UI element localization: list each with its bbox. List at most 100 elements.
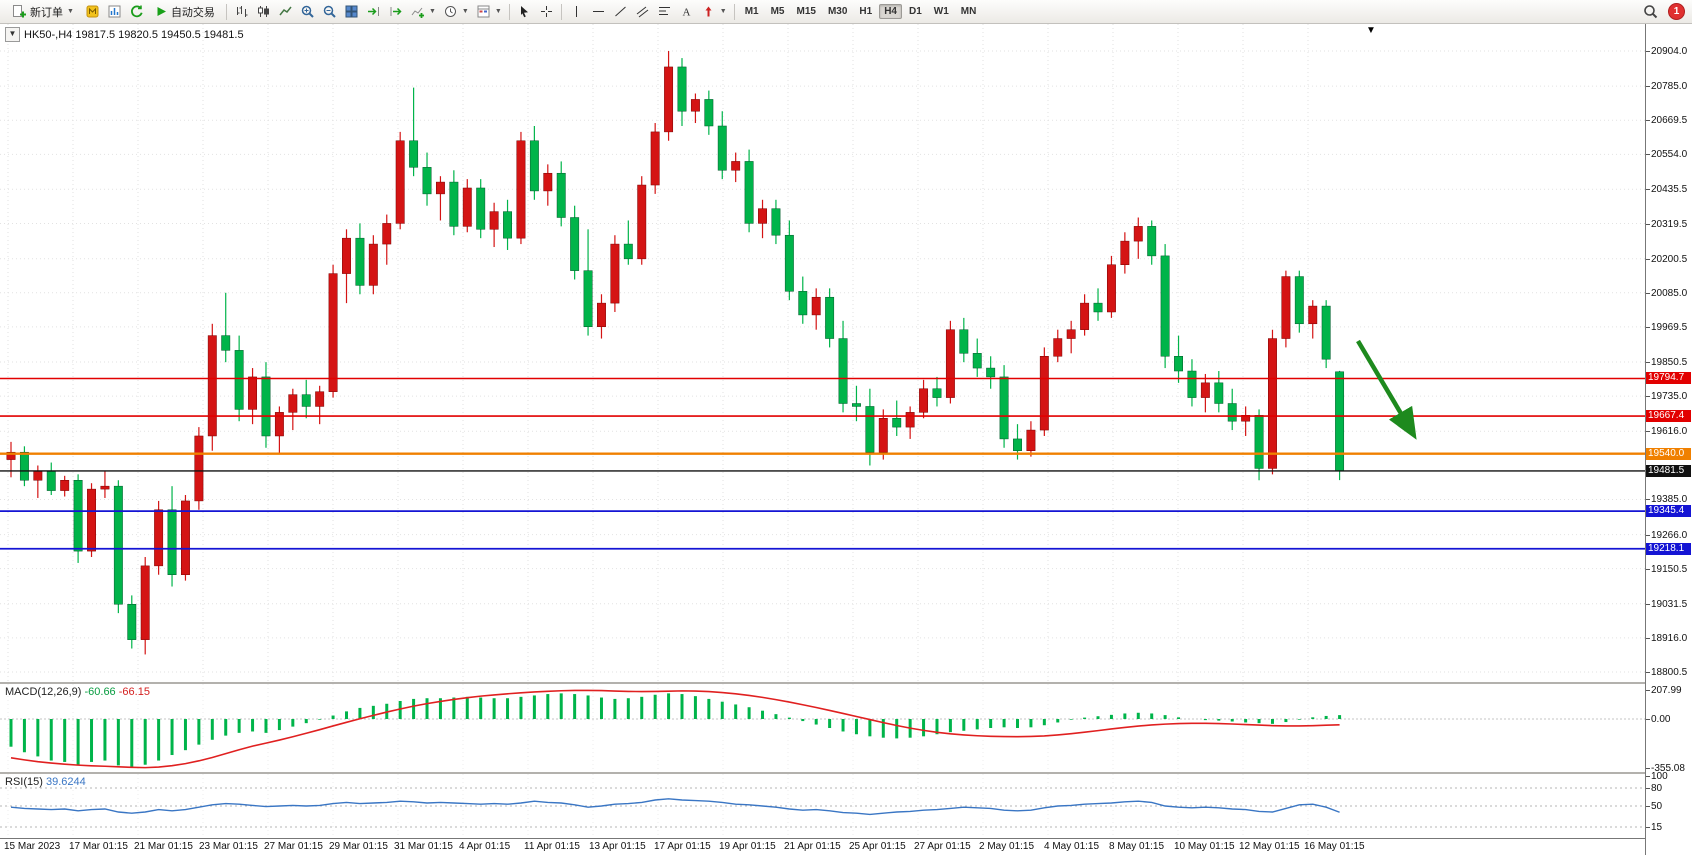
chart-title: ▼ HK50-,H4 19817.5 19820.5 19450.5 19481… bbox=[5, 27, 244, 42]
chart-shift-button[interactable] bbox=[385, 2, 406, 22]
time-axis-label: 31 Mar 01:15 bbox=[394, 841, 453, 852]
timeframe-d1-button[interactable]: D1 bbox=[909, 6, 922, 17]
chevron-down-icon: ▼ bbox=[719, 8, 727, 15]
new-order-button[interactable]: 新订单 ▼ bbox=[5, 2, 81, 22]
fibonacci-button[interactable] bbox=[654, 2, 675, 22]
timeframe-m15-button[interactable]: M15 bbox=[796, 6, 816, 17]
search-button[interactable] bbox=[1640, 2, 1662, 22]
timeframe-w1-button[interactable]: W1 bbox=[933, 6, 949, 17]
notification-badge[interactable]: 1 bbox=[1668, 3, 1685, 20]
tile-windows-icon bbox=[345, 5, 358, 18]
toolbar-separator bbox=[560, 3, 562, 20]
channel-icon bbox=[636, 6, 649, 18]
svg-text:A: A bbox=[682, 7, 690, 19]
clock-icon bbox=[444, 6, 456, 17]
axis-tick-label: 15 bbox=[1645, 822, 1663, 833]
time-axis-label: 27 Apr 01:15 bbox=[914, 841, 971, 852]
channel-button[interactable] bbox=[632, 2, 653, 22]
zoom-in-button[interactable] bbox=[297, 2, 318, 22]
crosshair-icon bbox=[540, 6, 552, 17]
rsi-label: RSI(15) 39.6244 bbox=[5, 776, 86, 788]
price-chart-canvas[interactable] bbox=[0, 24, 1645, 682]
axis-tick-label: 20435.5 bbox=[1645, 184, 1688, 196]
price-axis[interactable]: 20904.0 20785.0 20669.5 20554.0 20435.5 20319… bbox=[1645, 24, 1692, 855]
text-icon: A bbox=[682, 7, 690, 19]
autotrading-button[interactable]: 自动交易 bbox=[148, 2, 222, 22]
price-level-label[interactable]: 19794.7 bbox=[1646, 372, 1691, 385]
chevron-down-icon: ▼ bbox=[461, 8, 469, 15]
chart-shift-icon bbox=[390, 7, 402, 16]
timeframe-mn-button[interactable]: MN bbox=[960, 6, 977, 17]
time-axis-label: 23 Mar 01:15 bbox=[199, 841, 258, 852]
vertical-line-button[interactable] bbox=[566, 2, 587, 22]
timeframe-m1-button[interactable]: M1 bbox=[744, 6, 759, 17]
market-watch-button[interactable] bbox=[104, 2, 125, 22]
axis-tick-label: 19266.0 bbox=[1645, 529, 1688, 541]
timeframe-h4-button[interactable]: H4 bbox=[879, 4, 902, 19]
text-button[interactable]: A bbox=[676, 2, 697, 22]
cursor-button[interactable] bbox=[514, 2, 535, 22]
bar-chart-button[interactable] bbox=[231, 2, 252, 22]
horizontal-line-icon bbox=[592, 11, 604, 12]
cursor-icon bbox=[520, 6, 528, 18]
time-axis[interactable]: 15 Mar 2023 17 Mar 01:15 21 Mar 01:15 23 Ma… bbox=[0, 838, 1645, 855]
metaeditor-button[interactable] bbox=[82, 2, 103, 22]
quotes-icon bbox=[108, 5, 121, 18]
chart-window: ▼ HK50-,H4 19817.5 19820.5 19450.5 19481… bbox=[0, 24, 1692, 855]
tile-windows-button[interactable] bbox=[341, 2, 362, 22]
axis-tick-label: 19031.5 bbox=[1645, 598, 1688, 610]
one-click-trading-arrow[interactable]: ▼ bbox=[5, 27, 20, 42]
macd-canvas[interactable] bbox=[0, 684, 1645, 772]
price-level-label[interactable]: 19667.4 bbox=[1646, 410, 1691, 423]
axis-tick-label: 18916.0 bbox=[1645, 632, 1688, 644]
scroll-to-end-icon[interactable]: ▼ bbox=[1366, 25, 1376, 36]
price-level-label[interactable]: 19540.0 bbox=[1646, 447, 1691, 460]
rsi-canvas[interactable] bbox=[0, 774, 1645, 838]
vertical-line-icon bbox=[575, 6, 577, 17]
axis-tick-label: 19850.5 bbox=[1645, 357, 1688, 369]
arrow-tools-button[interactable]: ▼ bbox=[698, 2, 730, 22]
templates-button[interactable]: ▼ bbox=[473, 2, 505, 22]
price-panel[interactable]: ▼ HK50-,H4 19817.5 19820.5 19450.5 19481… bbox=[0, 24, 1645, 682]
time-axis-label: 21 Mar 01:15 bbox=[134, 841, 193, 852]
new-order-label: 新订单 bbox=[30, 6, 63, 19]
timeframe-m5-button[interactable]: M5 bbox=[770, 6, 785, 17]
axis-tick-label: 19385.0 bbox=[1645, 494, 1688, 506]
price-level-label[interactable]: 19345.4 bbox=[1646, 505, 1691, 518]
periods-button[interactable]: ▼ bbox=[440, 2, 472, 22]
price-level-label[interactable]: 19218.1 bbox=[1646, 542, 1691, 555]
editor-icon bbox=[86, 5, 99, 18]
zoom-out-button[interactable] bbox=[319, 2, 340, 22]
chevron-down-icon: ▼ bbox=[428, 8, 436, 15]
line-chart-button[interactable] bbox=[275, 2, 296, 22]
axis-tick-label: 20085.0 bbox=[1645, 287, 1688, 299]
line-chart-icon bbox=[279, 6, 292, 16]
refresh-button[interactable] bbox=[126, 2, 147, 22]
time-axis-label: 8 May 01:15 bbox=[1109, 841, 1165, 852]
price-level-label[interactable]: 19481.5 bbox=[1646, 464, 1691, 477]
new-order-icon bbox=[13, 5, 26, 18]
time-axis-label: 15 Mar 2023 bbox=[4, 841, 61, 852]
crosshair-button[interactable] bbox=[536, 2, 557, 22]
indicators-button[interactable]: ▼ bbox=[407, 2, 439, 22]
rsi-panel[interactable]: RSI(15) 39.6244 bbox=[0, 772, 1645, 838]
auto-scroll-button[interactable] bbox=[363, 2, 384, 22]
macd-main-value: -60.66 bbox=[84, 686, 116, 698]
toolbar-separator bbox=[225, 3, 227, 20]
time-axis-label: 25 Apr 01:15 bbox=[849, 841, 906, 852]
axis-tick-label: 20319.5 bbox=[1645, 218, 1688, 230]
candlestick-icon bbox=[257, 6, 269, 17]
macd-panel[interactable]: MACD(12,26,9) -60.66 -66.15 bbox=[0, 682, 1645, 772]
time-axis-label: 21 Apr 01:15 bbox=[784, 841, 841, 852]
axis-tick-label: 20669.5 bbox=[1645, 115, 1688, 127]
timeframe-h1-button[interactable]: H1 bbox=[859, 6, 873, 17]
time-axis-label: 19 Apr 01:15 bbox=[719, 841, 776, 852]
rsi-value: 39.6244 bbox=[45, 776, 86, 788]
arrow-tools-icon bbox=[705, 6, 712, 17]
trendline-button[interactable] bbox=[610, 2, 631, 22]
axis-tick-label: 50 bbox=[1645, 801, 1663, 812]
horizontal-line-button[interactable] bbox=[588, 2, 609, 22]
fibonacci-icon bbox=[658, 7, 670, 15]
candlestick-chart-button[interactable] bbox=[253, 2, 274, 22]
timeframe-m30-button[interactable]: M30 bbox=[827, 6, 848, 17]
